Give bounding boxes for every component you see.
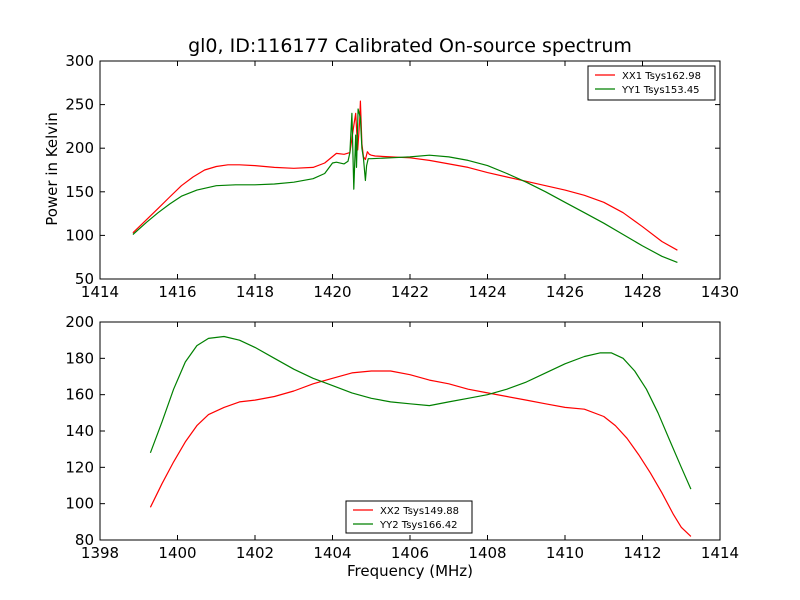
y-tick-label: 150 [65,183,94,201]
y-tick-label: 100 [65,495,94,513]
legend-label: YY1 Tsys153.45 [621,85,700,96]
y-tick-label: 100 [65,226,94,244]
legend: XX1 Tsys162.98 YY1 Tsys153.45 [587,65,716,101]
x-tick-label: 1428 [623,283,661,301]
y-tick-label: 300 [65,52,94,70]
legend-box [587,65,716,101]
x-tick-label: 1414 [81,283,119,301]
x-tick-label: 1408 [468,544,506,562]
y-axis-label: Power in Kelvin [43,112,61,226]
x-tick-label: 1410 [546,544,584,562]
legend-label: XX1 Tsys162.98 [622,71,701,82]
x-tick-label: 1404 [313,544,351,562]
y-tick-label: 250 [65,96,94,114]
y-tick-label: 120 [65,458,94,476]
x-tick-label: 1424 [468,283,506,301]
legend-box [345,500,473,534]
x-tick-label: 1398 [81,544,119,562]
x-tick-label: 1400 [158,544,196,562]
y-tick-label: 140 [65,422,94,440]
series-line-yy1 [132,108,678,263]
y-tick-label: 180 [65,349,94,367]
y-tick-label: 200 [65,313,94,331]
x-tick-label: 1430 [701,283,739,301]
series-line-yy2 [149,335,692,490]
x-tick-label: 1422 [391,283,429,301]
legend-label: XX2 Tsys149.88 [380,506,459,517]
bottom-panel: 1398 1400 1402 1404 1406 1408 1410 1412 1414 80 10… [65,313,739,562]
x-tick-label: 1426 [546,283,584,301]
y-tick-label: 50 [75,270,94,288]
x-axis-label: Frequency (MHz) [347,562,473,580]
x-tick-label: 1416 [158,283,196,301]
top-panel: 1414 1416 1418 1420 1422 1424 1426 1428 1430 50 10… [65,52,739,301]
x-tick-label: 1420 [313,283,351,301]
y-tick-label: 160 [65,386,94,404]
x-tick-label: 1412 [623,544,661,562]
x-tick-label: 1406 [391,544,429,562]
legend-label: YY2 Tsys166.42 [379,520,458,531]
x-tick-label: 1418 [236,283,274,301]
chart-title: gl0, ID:116177 Calibrated On-source spec… [188,35,632,57]
y-tick-label: 200 [65,139,94,157]
series-line-xx2 [149,370,692,537]
x-tick-label: 1402 [236,544,274,562]
legend: XX2 Tsys149.88 YY2 Tsys166.42 [345,500,473,534]
x-tick-label: 1414 [701,544,739,562]
y-tick-label: 80 [75,531,94,549]
